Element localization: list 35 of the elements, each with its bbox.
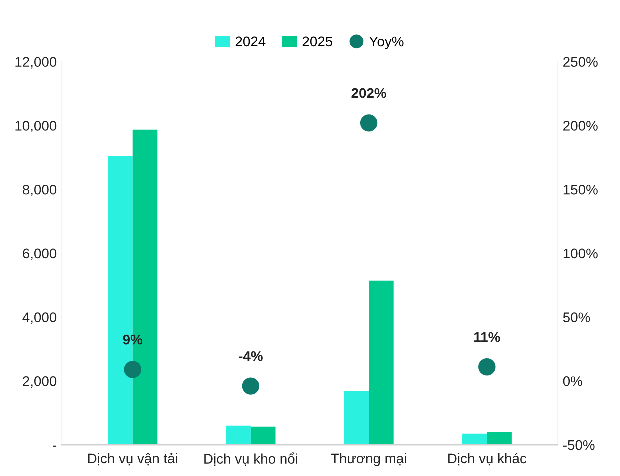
point	[478, 358, 496, 376]
data-label: -4%	[239, 352, 263, 362]
y-tick-label: 4,000	[22, 312, 57, 324]
y2-tick-label: 150%	[564, 184, 598, 195]
point	[124, 361, 142, 378]
bar	[344, 391, 370, 446]
bar	[369, 280, 394, 446]
bar	[487, 432, 512, 446]
x-tick-label: Dịch vụ kho nổi	[204, 452, 298, 466]
legend-label: Yoy%	[370, 36, 404, 50]
x-tick-label: Dịch vụ khác	[448, 453, 527, 466]
y2-tick-label: 200%	[564, 121, 598, 131]
y2-tick-label: 0%	[563, 376, 582, 386]
point	[242, 378, 260, 395]
y-tick-label: 12,000	[16, 57, 57, 69]
y-tick-label: 10,000	[16, 121, 57, 133]
legend-label: 2025	[302, 36, 333, 47]
data-label: 9%	[123, 334, 143, 345]
x-tick-label: Thương mại	[331, 453, 406, 466]
bar	[226, 426, 251, 446]
y-tick-label: 8,000	[22, 184, 57, 196]
x-tick-label: Dịch vụ vận tải	[88, 453, 178, 466]
y2-tick-label: 100%	[564, 248, 598, 259]
y-tick-label: 6,000	[23, 248, 57, 260]
bar	[462, 434, 488, 446]
y-tick-label: 2,000	[23, 376, 57, 388]
data-label: 202%	[352, 88, 386, 98]
y2-tick-label: 50%	[563, 312, 590, 323]
y-tick-label: -	[53, 446, 57, 447]
legend-label: 2024	[236, 36, 266, 47]
point	[360, 114, 378, 132]
data-label: 11%	[474, 332, 500, 342]
y2-tick-label: -50%	[563, 440, 595, 450]
y2-tick-label: 250%	[564, 57, 598, 68]
bar	[250, 426, 276, 446]
